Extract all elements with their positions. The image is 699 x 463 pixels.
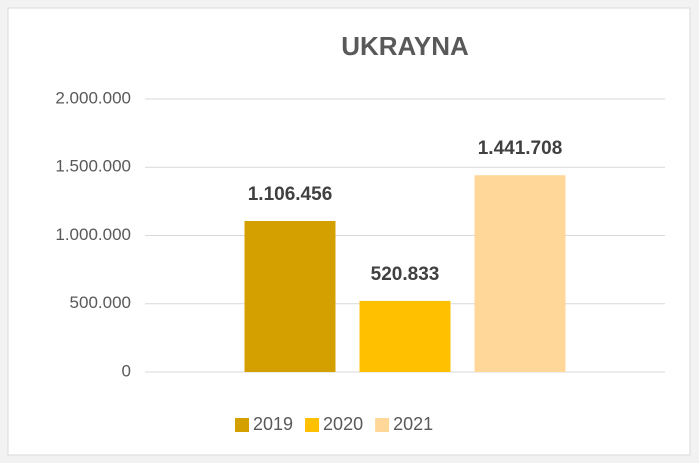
y-tick-label: 0 bbox=[122, 361, 131, 380]
bar bbox=[359, 300, 451, 372]
chart-area bbox=[7, 7, 691, 456]
legend-label: 2020 bbox=[323, 414, 363, 434]
legend-label: 2019 bbox=[253, 414, 293, 434]
bar bbox=[244, 220, 336, 372]
y-tick-label: 500.000 bbox=[70, 293, 131, 312]
legend-swatch bbox=[375, 418, 390, 432]
legend-swatch bbox=[305, 418, 320, 432]
value-label: 1.106.456 bbox=[248, 184, 333, 205]
bar bbox=[474, 175, 566, 372]
legend-swatch bbox=[235, 418, 249, 432]
legend-label: 2021 bbox=[393, 414, 433, 434]
value-label: 520.833 bbox=[371, 264, 440, 285]
y-tick-label: 2.000.000 bbox=[55, 88, 131, 107]
value-label: 1.441.708 bbox=[478, 138, 563, 159]
chart-title: UKRAYNA bbox=[341, 31, 469, 61]
y-tick-label: 1.500.000 bbox=[55, 157, 131, 176]
y-tick-label: 1.000.000 bbox=[55, 225, 131, 244]
